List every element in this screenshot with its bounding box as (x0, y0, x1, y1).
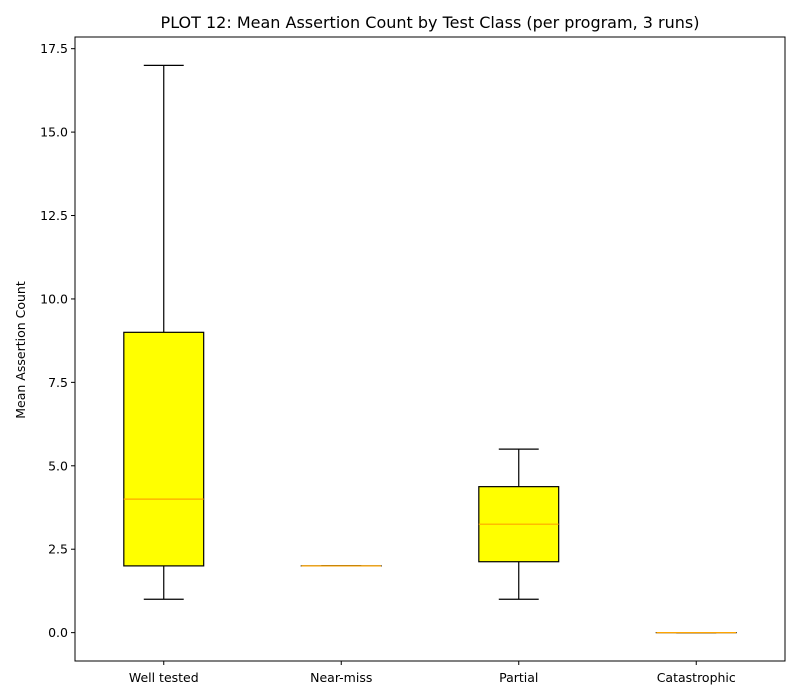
y-tick-label: 12.5 (40, 208, 68, 223)
x-tick-label: Well tested (129, 670, 199, 685)
x-tick-label: Catastrophic (657, 670, 736, 685)
y-axis-label: Mean Assertion Count (13, 281, 28, 419)
plot-area: 0.0 2.5 5.0 7.5 10.0 12.5 15.0 17.5 Well tested N… (40, 36, 786, 685)
y-tick-label: 15.0 (40, 125, 68, 140)
y-tick-label: 17.5 (40, 41, 68, 56)
y-tick-label: 0.0 (48, 625, 68, 640)
x-tick-label: Partial (499, 670, 538, 685)
box-well-tested (123, 331, 205, 567)
chart-title: PLOT 12: Mean Assertion Count by Test Cl… (161, 13, 700, 32)
axes-frame (74, 36, 786, 662)
y-tick-label: 7.5 (48, 375, 68, 390)
y-tick-label: 2.5 (48, 542, 68, 557)
y-tick-label: 5.0 (48, 458, 68, 473)
x-tick-label: Near-miss (310, 670, 372, 685)
y-tick-label: 10.0 (40, 291, 68, 306)
